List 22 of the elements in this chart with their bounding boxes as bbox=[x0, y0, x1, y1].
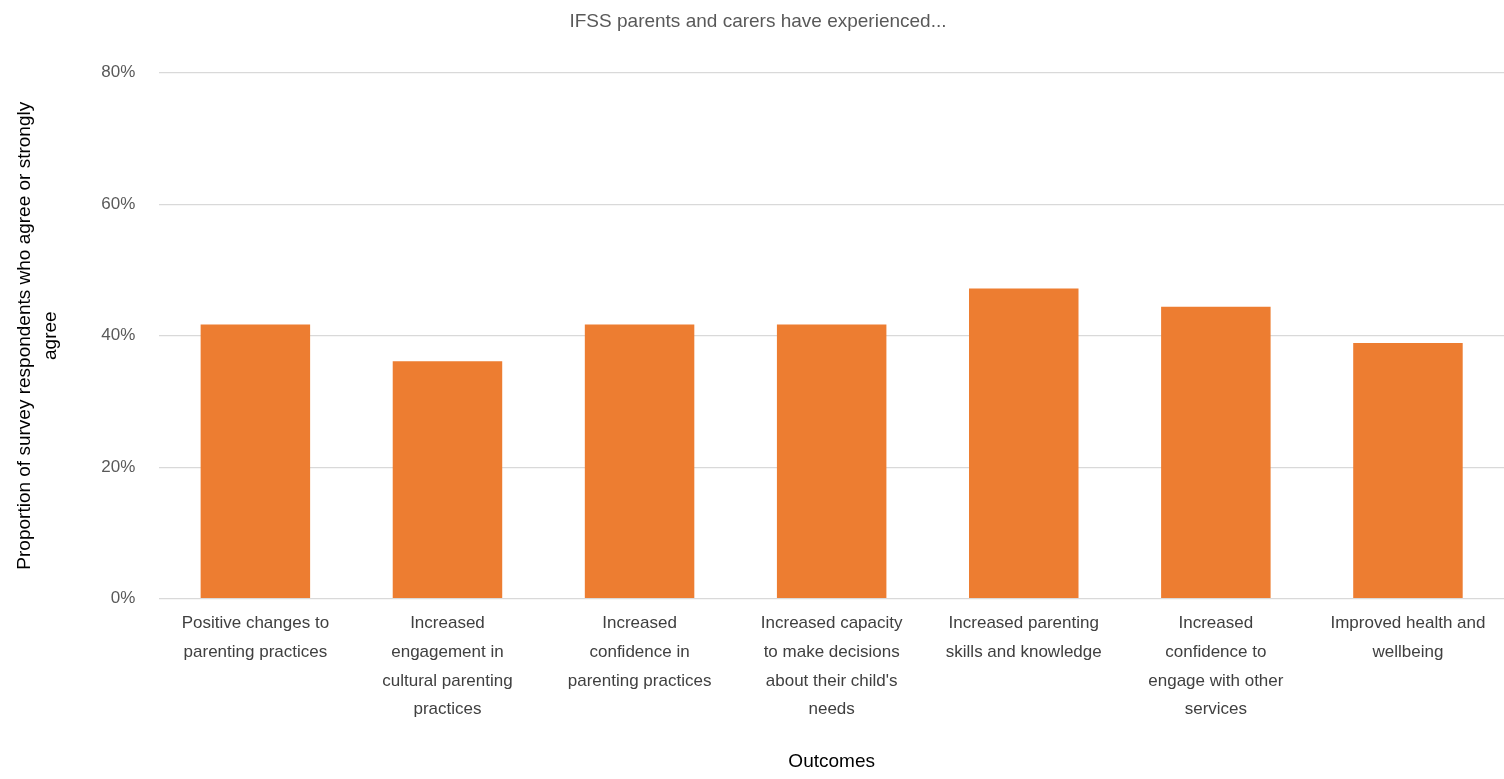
y-axis-title: Proportion of survey respondents who agree or strongly agree bbox=[13, 101, 60, 570]
y-tick-label: 40% bbox=[101, 325, 136, 345]
bar bbox=[1161, 306, 1271, 598]
y-tick-label: 80% bbox=[101, 62, 136, 82]
bar bbox=[200, 324, 311, 598]
y-tick-label: 0% bbox=[110, 588, 136, 608]
x-tick-label: Increased confidence to engage with other services bbox=[1148, 612, 1284, 719]
chart-title: IFSS parents and carers have experienced... bbox=[569, 9, 947, 31]
x-tick-label: Increased parenting skills and knowledge bbox=[945, 612, 1102, 661]
bar bbox=[392, 361, 503, 598]
x-tick-label: Increased capacity to make decisions about their child's needs bbox=[760, 612, 904, 719]
x-tick-label: Increased engagement in cultural parenting practices bbox=[382, 612, 513, 719]
x-tick-label: Improved health and wellbeing bbox=[1330, 612, 1486, 661]
y-tick-label: 60% bbox=[101, 193, 136, 213]
bar bbox=[969, 288, 1079, 598]
x-axis-title: Outcomes bbox=[788, 749, 875, 771]
y-tick-label: 20% bbox=[101, 456, 136, 476]
x-tick-label: Increased confidence in parenting practices bbox=[567, 612, 712, 690]
x-tick-label: Positive changes to parenting practices bbox=[181, 612, 330, 661]
bar bbox=[776, 324, 887, 598]
bar bbox=[584, 324, 695, 598]
bar bbox=[1353, 342, 1463, 598]
